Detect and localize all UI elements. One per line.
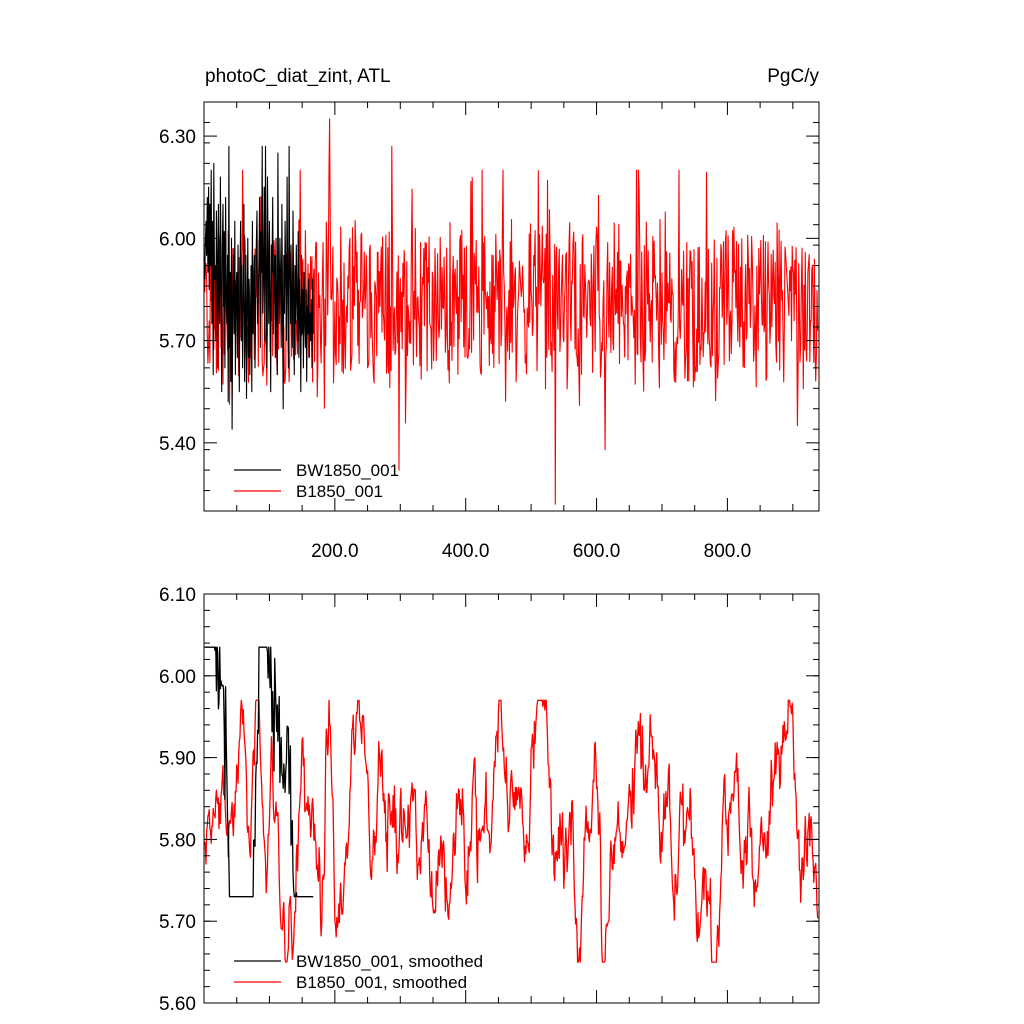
x-tick-label: 400.0 <box>442 541 490 562</box>
legend-label-b1850-smoothed: B1850_001, smoothed <box>296 973 467 992</box>
series-line-b1850 <box>204 118 819 505</box>
y-tick-label: 5.60 <box>159 994 196 1015</box>
bottom-series-layer <box>204 646 819 963</box>
x-tick-label: 600.0 <box>573 541 621 562</box>
top-panel-title-left: photoC_diat_zint, ATL <box>205 66 391 87</box>
y-tick-label: 5.90 <box>159 749 196 770</box>
y-tick-label: 5.70 <box>159 912 196 933</box>
legend-label-bw1850-smoothed: BW1850_001, smoothed <box>296 952 483 971</box>
y-tick-label: 6.00 <box>159 229 196 250</box>
legend-label-b1850: B1850_001 <box>296 482 383 501</box>
x-tick-label: 200.0 <box>311 541 359 562</box>
top-series-layer <box>204 118 819 505</box>
bottom-axes: 5.60 5.70 5.80 5.90 6.00 6.10 <box>159 585 819 1015</box>
top-axes: 5.40 5.70 6.00 6.30 200.0 400.0 600.0 800.0 <box>159 101 819 562</box>
y-tick-label: 6.10 <box>159 585 196 606</box>
top-panel-title-right: PgC/y <box>767 66 819 87</box>
series-line-bw1850-smoothed <box>204 646 314 898</box>
top-legend: BW1850_001 B1850_001 <box>234 461 399 501</box>
y-tick-label: 5.70 <box>159 332 196 353</box>
y-tick-label: 5.40 <box>159 434 196 455</box>
bottom-legend: BW1850_001, smoothed B1850_001, smoothed <box>234 952 483 992</box>
bottom-plot-frame <box>203 593 820 1004</box>
y-tick-label: 6.30 <box>159 127 196 148</box>
y-tick-label: 6.00 <box>159 667 196 688</box>
series-line-bw1850 <box>204 145 314 430</box>
series-line-b1850-smoothed <box>204 699 819 963</box>
top-panel: photoC_diat_zint, ATL PgC/y 5.40 5.70 6.00… <box>159 66 820 562</box>
x-tick-label: 800.0 <box>704 541 752 562</box>
bottom-panel: 5.60 5.70 5.80 5.90 6.00 6.10 BW1850_001, smo… <box>159 585 820 1015</box>
legend-label-bw1850: BW1850_001 <box>296 461 399 480</box>
y-tick-label: 5.80 <box>159 830 196 851</box>
